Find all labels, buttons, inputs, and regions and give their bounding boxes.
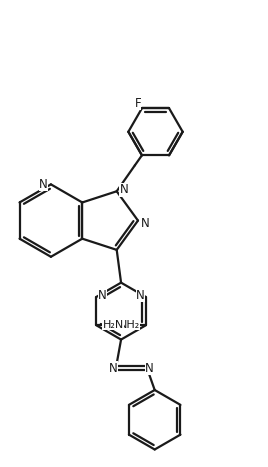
Text: N: N <box>145 361 154 375</box>
Text: NH₂: NH₂ <box>118 320 140 330</box>
Text: F: F <box>135 97 141 110</box>
Text: N: N <box>39 178 48 191</box>
Text: N: N <box>98 289 106 302</box>
Text: N: N <box>109 361 118 375</box>
Text: N: N <box>120 184 128 197</box>
Text: N: N <box>141 217 150 230</box>
Text: N: N <box>136 289 144 302</box>
Text: H₂N: H₂N <box>102 320 124 330</box>
